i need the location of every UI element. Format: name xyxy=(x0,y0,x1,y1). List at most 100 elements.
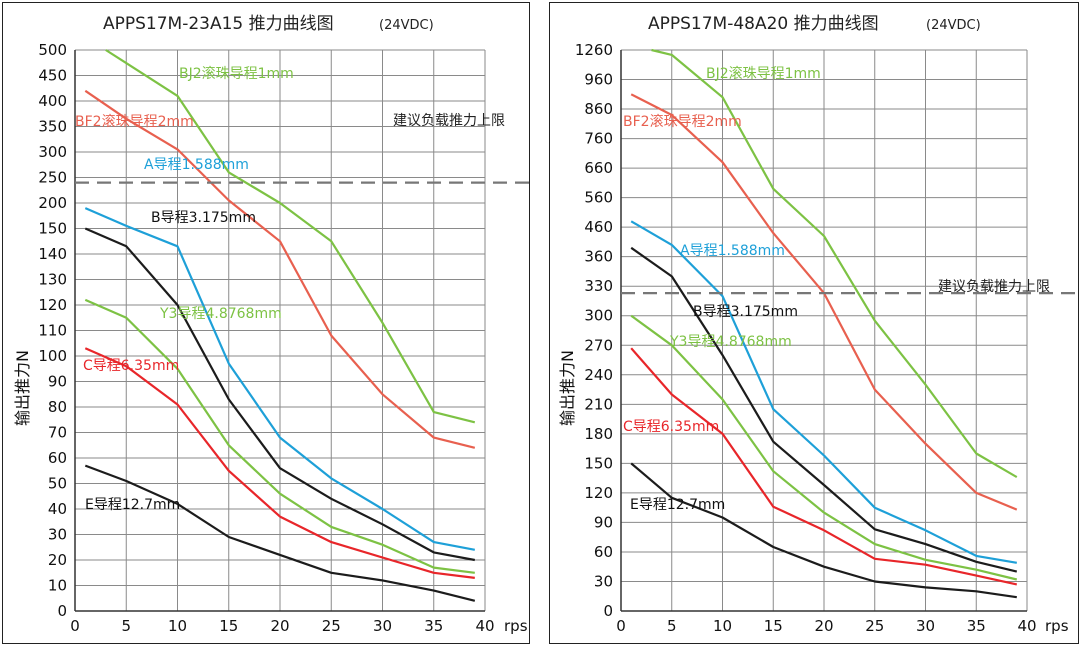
series-label: E导程12.7mm xyxy=(85,497,180,513)
series-line xyxy=(84,464,476,602)
y-tick-label: 860 xyxy=(584,100,613,118)
series-label: Y3导程4.8768mm xyxy=(159,306,282,322)
series-line xyxy=(630,314,1018,581)
x-tick-label: 25 xyxy=(322,617,341,635)
y-tick-label: 300 xyxy=(38,143,67,161)
y-tick-label: 460 xyxy=(584,218,613,236)
x-tick-label: 5 xyxy=(121,617,131,635)
y-tick-label: 240 xyxy=(584,366,613,384)
series-line xyxy=(84,89,476,449)
series-line xyxy=(84,347,475,579)
x-tick-label: 40 xyxy=(1017,617,1036,635)
series-line xyxy=(630,220,1017,564)
series-label: BJ2滚珠导程1mm xyxy=(706,65,821,82)
y-tick-label: 350 xyxy=(38,118,67,136)
chart-subtitle: (24VDC) xyxy=(379,18,434,33)
series-line xyxy=(84,207,476,551)
x-tick-label: 20 xyxy=(814,617,833,635)
y-tick-label: 120 xyxy=(584,484,613,502)
y-tick-label: 150 xyxy=(584,454,613,472)
x-tick-label: 40 xyxy=(475,617,494,635)
series-label: B导程3.175mm xyxy=(151,210,256,226)
y-tick-label: 300 xyxy=(584,307,613,325)
series-line xyxy=(84,227,476,562)
limit-line-label: 建议负载推力上限 xyxy=(938,279,1050,295)
y-tick-label: 0 xyxy=(603,602,613,620)
series-label: A导程1.588mm xyxy=(680,243,785,259)
y-tick-label: 560 xyxy=(584,189,613,207)
y-tick-label: 30 xyxy=(594,572,613,590)
y-tick-label: 330 xyxy=(584,277,613,295)
chart-subtitle: (24VDC) xyxy=(926,18,981,33)
y-tick-label: 90 xyxy=(594,513,613,531)
x-tick-label: 30 xyxy=(916,617,935,635)
y-tick-label: 960 xyxy=(584,71,613,89)
x-tick-label: 10 xyxy=(168,617,187,635)
series-label: B导程3.175mm xyxy=(693,304,798,320)
y-tick-label: 90 xyxy=(48,373,67,391)
series-line xyxy=(84,298,475,574)
x-tick-label: 10 xyxy=(713,617,732,635)
y-tick-label: 40 xyxy=(48,500,67,518)
y-tick-label: 60 xyxy=(48,449,67,467)
series-label: Y3导程4.8768mm xyxy=(669,334,792,350)
y-tick-label: 100 xyxy=(38,347,67,365)
x-tick-label: 20 xyxy=(270,617,289,635)
x-tick-label: 15 xyxy=(764,617,783,635)
y-tick-label: 1260 xyxy=(575,41,613,59)
y-tick-label: 110 xyxy=(38,322,67,340)
y-tick-label: 70 xyxy=(48,424,67,442)
y-tick-label: 180 xyxy=(584,425,613,443)
y-tick-label: 660 xyxy=(584,159,613,177)
x-tick-label: 15 xyxy=(219,617,238,635)
x-tick-label: 35 xyxy=(967,617,986,635)
y-tick-label: 10 xyxy=(48,577,67,595)
series-label: C导程6.35mm xyxy=(83,358,179,374)
limit-line-label: 建议负载推力上限 xyxy=(393,113,505,129)
y-tick-label: 500 xyxy=(38,41,67,59)
y-tick-label: 50 xyxy=(48,475,67,493)
y-tick-label: 250 xyxy=(38,169,67,187)
series-label: C导程6.35mm xyxy=(623,419,719,435)
chart-title: APPS17M-23A15 推力曲线图 xyxy=(103,14,334,34)
series-line xyxy=(105,49,476,424)
series-label: E导程12.7mm xyxy=(630,497,725,513)
chart-panel-right: APPS17M-48A20 推力曲线图 (24VDC) 0 30 60 90 120 15… xyxy=(549,2,1079,644)
series-label: BF2滚珠导程2mm xyxy=(75,113,194,130)
y-axis-label: 输出推力N xyxy=(558,350,577,426)
x-axis-label: rps xyxy=(1045,617,1069,635)
y-tick-label: 210 xyxy=(584,395,613,413)
y-tick-label: 270 xyxy=(584,336,613,354)
chart-panel-left: APPS17M-23A15 推力曲线图 (24VDC) 0 10 20 30 40 50 6… xyxy=(2,2,531,644)
series-line xyxy=(630,246,1018,573)
y-tick-label: 130 xyxy=(38,271,67,289)
x-tick-label: 0 xyxy=(70,617,80,635)
y-tick-label: 0 xyxy=(57,602,67,620)
y-axis-label: 输出推力N xyxy=(13,350,32,426)
y-tick-label: 400 xyxy=(38,92,67,110)
x-tick-label: 25 xyxy=(865,617,884,635)
y-tick-label: 200 xyxy=(38,194,67,212)
y-tick-label: 450 xyxy=(38,67,67,85)
y-tick-label: 150 xyxy=(38,220,67,238)
y-tick-label: 120 xyxy=(38,296,67,314)
x-tick-label: 0 xyxy=(616,617,626,635)
y-tick-label: 140 xyxy=(38,245,67,263)
series-line xyxy=(630,462,1017,599)
x-tick-label: 30 xyxy=(373,617,392,635)
thrust-chart-left: APPS17M-23A15 推力曲线图 (24VDC) 010203040506… xyxy=(13,14,531,635)
y-tick-label: 30 xyxy=(48,526,67,544)
thrust-chart-right: APPS17M-48A20 推力曲线图 (24VDC) 0 30 60 90 120 15… xyxy=(558,14,1078,635)
chart-title: APPS17M-48A20 推力曲线图 xyxy=(648,14,879,34)
x-axis-label: rps xyxy=(504,617,528,635)
series-label: A导程1.588mm xyxy=(144,157,249,173)
y-tick-label: 360 xyxy=(584,248,613,266)
series-label: BF2滚珠导程2mm xyxy=(623,113,742,130)
x-tick-label: 5 xyxy=(667,617,677,635)
series-label: BJ2滚珠导程1mm xyxy=(179,65,294,82)
y-tick-label: 60 xyxy=(594,543,613,561)
series-line xyxy=(630,347,1018,586)
y-tick-label: 760 xyxy=(584,130,613,148)
y-tick-label: 20 xyxy=(48,551,67,569)
series-line xyxy=(651,48,1018,479)
